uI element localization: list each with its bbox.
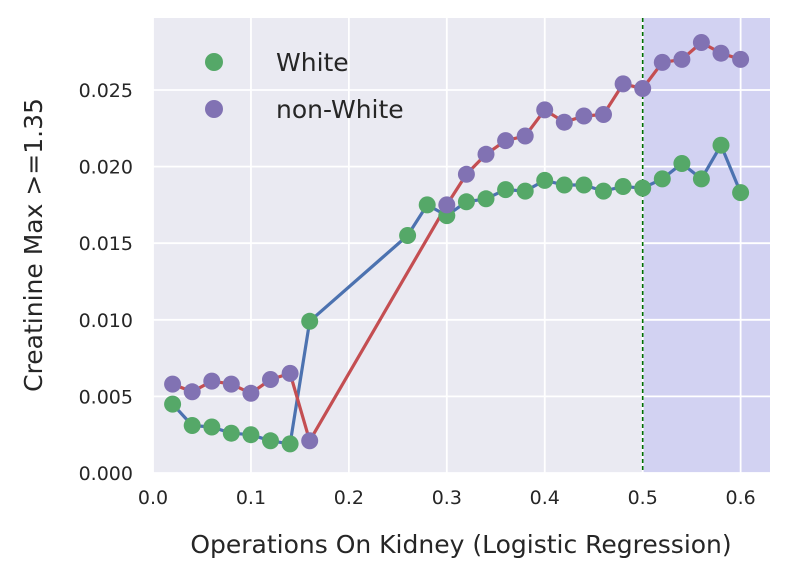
data-point-non-white <box>164 375 182 393</box>
data-point-non-white <box>692 34 710 51</box>
data-point-white <box>262 432 279 450</box>
data-point-white <box>712 136 730 154</box>
data-point-non-white <box>555 113 573 131</box>
data-point-non-white <box>477 145 495 163</box>
data-point-non-white <box>575 107 593 125</box>
y-tick-label: 0.025 <box>79 80 133 102</box>
data-point-non-white <box>281 364 299 382</box>
data-point-white <box>183 417 201 434</box>
data-point-non-white <box>595 106 612 123</box>
x-tick-label: 0.5 <box>628 487 658 509</box>
data-point-non-white <box>634 80 652 97</box>
data-point-non-white <box>438 196 456 214</box>
legend-label-non-white: non-White <box>276 95 404 124</box>
data-point-white <box>575 176 593 194</box>
data-point-non-white <box>732 50 750 68</box>
data-point-white <box>595 182 612 200</box>
data-point-white <box>418 196 436 214</box>
x-tick-label: 0.0 <box>138 487 168 509</box>
data-point-white <box>555 176 573 194</box>
data-point-white <box>477 190 495 208</box>
data-point-white <box>732 184 750 202</box>
legend-marker-white <box>205 53 223 71</box>
data-point-white <box>222 424 240 442</box>
data-point-white <box>281 435 299 453</box>
data-point-white <box>164 395 182 413</box>
x-tick-label: 0.2 <box>334 487 364 509</box>
x-tick-label: 0.3 <box>432 487 462 509</box>
data-point-non-white <box>536 101 554 119</box>
series-points <box>164 34 750 453</box>
data-point-non-white <box>222 375 240 393</box>
data-point-white <box>497 181 515 199</box>
data-point-white <box>242 426 260 444</box>
data-point-white <box>536 171 554 189</box>
data-point-non-white <box>203 372 221 390</box>
y-tick-label: 0.020 <box>79 157 133 179</box>
x-axis-label: Operations On Kidney (Logistic Regressio… <box>190 530 731 559</box>
data-point-white <box>301 312 319 330</box>
data-point-non-white <box>653 53 671 71</box>
shaded-region <box>642 18 770 473</box>
data-point-white <box>692 170 710 188</box>
x-axis-ticks: 0.0 0.1 0.2 0.3 0.4 0.5 0.6 <box>138 487 756 509</box>
data-point-white <box>203 418 221 436</box>
legend: White non-White <box>205 48 404 124</box>
data-point-non-white <box>457 165 475 183</box>
data-point-white <box>457 193 475 211</box>
data-point-white <box>653 170 671 188</box>
data-point-non-white <box>516 127 534 145</box>
data-point-non-white <box>301 432 319 450</box>
y-axis-ticks: 0.000 0.005 0.010 0.015 0.020 0.025 <box>79 80 133 485</box>
data-point-white <box>399 227 417 244</box>
shaded-region-layer <box>642 18 770 473</box>
data-point-non-white <box>183 383 201 401</box>
y-axis-label: Creatinine Max >=1.35 <box>19 98 48 392</box>
legend-marker-non-white <box>205 100 223 118</box>
data-point-non-white <box>262 371 279 388</box>
data-point-non-white <box>614 75 632 93</box>
data-point-non-white <box>242 384 260 402</box>
x-tick-label: 0.6 <box>726 487 756 509</box>
data-point-white <box>673 155 691 172</box>
y-tick-label: 0.005 <box>79 386 133 408</box>
x-tick-label: 0.4 <box>530 487 560 509</box>
x-tick-label: 0.1 <box>236 487 266 509</box>
y-tick-label: 0.015 <box>79 233 133 255</box>
data-point-white <box>516 182 534 200</box>
data-point-non-white <box>497 132 515 150</box>
data-point-non-white <box>673 50 691 68</box>
data-point-non-white <box>712 44 730 62</box>
data-point-white <box>614 178 632 195</box>
y-tick-label: 0.010 <box>79 310 133 332</box>
data-point-white <box>634 179 652 197</box>
legend-label-white: White <box>276 48 349 77</box>
y-tick-label: 0.000 <box>79 463 133 485</box>
